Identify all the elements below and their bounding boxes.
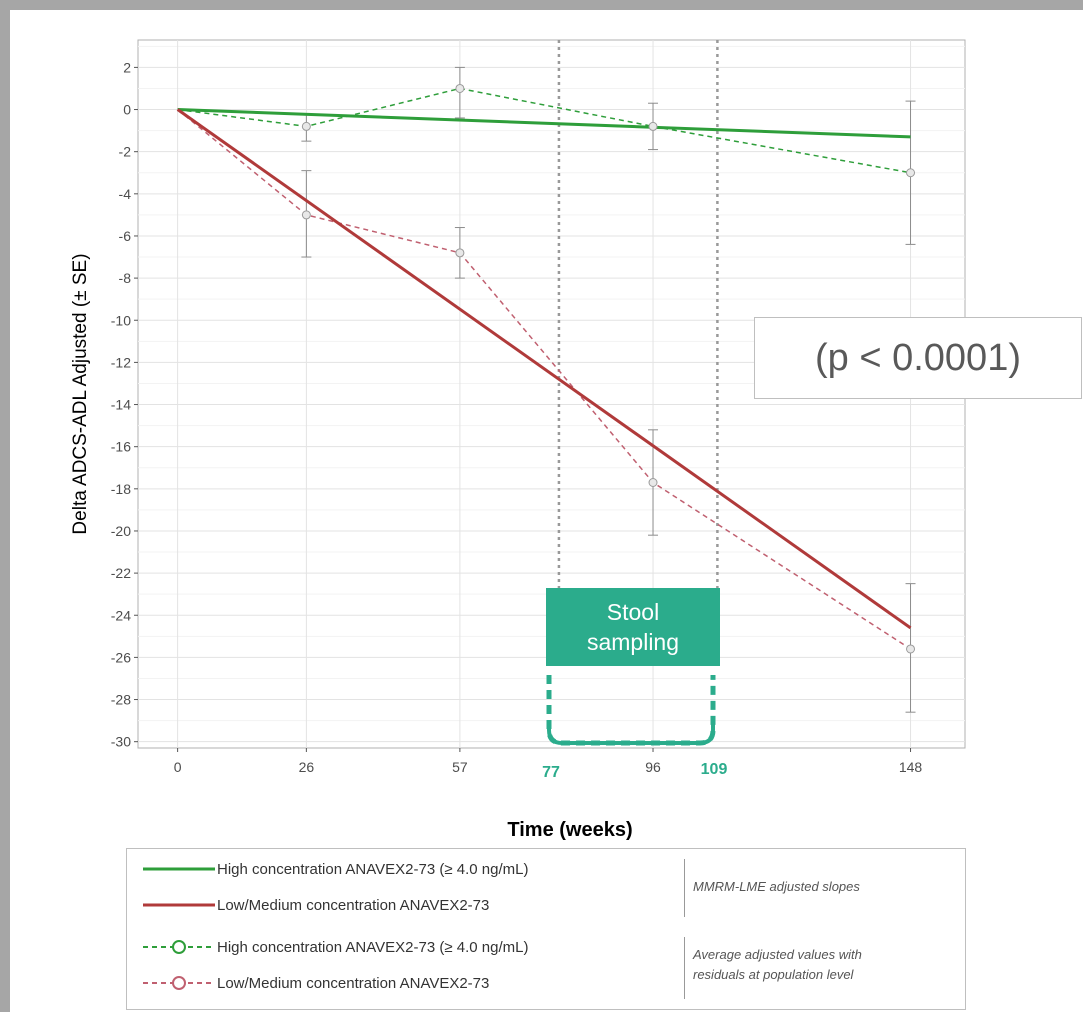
legend-note-average: Average adjusted values with residuals a… [693, 947, 862, 982]
y-tick-label: -30 [111, 734, 131, 750]
y-tick-label: -28 [111, 692, 131, 708]
data-point [648, 478, 658, 487]
data-point [906, 644, 916, 654]
y-tick-label: 2 [123, 59, 131, 75]
p-value-text: (p < 0.0001) [815, 336, 1021, 379]
y-tick-label: -26 [111, 649, 131, 665]
legend-item-high-observed: High concentration ANAVEX2-73 (≥ 4.0 ng/… [127, 933, 528, 961]
stool-sampling-box: Stool sampling [546, 588, 720, 666]
y-tick-label: -24 [111, 607, 131, 623]
y-tick-label: -16 [111, 439, 131, 455]
data-point [301, 210, 311, 220]
data-point [906, 168, 916, 178]
x-tick-label: 57 [452, 759, 468, 775]
y-tick-label: 0 [123, 102, 131, 118]
legend-text: Low/Medium concentration ANAVEX2-73 [217, 896, 490, 914]
figure-frame: 2 0 -2 -4 -6 -8 -10 -12 -14 -16 -18 -20 -22 -24 -26 -28… [10, 10, 1083, 1012]
y-tick-label: -8 [119, 270, 132, 286]
week-77-label: 77 [542, 764, 560, 781]
legend-item-high-slope: High concentration ANAVEX2-73 (≥ 4.0 ng/… [127, 855, 528, 883]
legend-item-low-slope: Low/Medium concentration ANAVEX2-73 [127, 891, 489, 919]
legend-symbol-dashed-green [143, 940, 215, 954]
legend-text: High concentration ANAVEX2-73 (≥ 4.0 ng/… [217, 860, 529, 878]
legend-divider-top [684, 859, 685, 917]
sampling-window-lines [557, 40, 719, 588]
x-axis-label: Time (weeks) [507, 819, 632, 841]
legend-text: Low/Medium concentration ANAVEX2-73 [217, 974, 490, 992]
y-tick-label: -22 [111, 565, 131, 581]
slope-line [176, 108, 912, 630]
sampling-bracket [546, 675, 716, 746]
data-point [455, 248, 465, 258]
x-tick-label: 0 [174, 759, 182, 775]
y-tick-label: -10 [111, 312, 131, 328]
legend-text: High concentration ANAVEX2-73 (≥ 4.0 ng/… [217, 938, 529, 956]
series-layer [176, 66, 916, 713]
axis-labels: 2 0 -2 -4 -6 -8 -10 -12 -14 -16 -18 -20 -22 -24 -26 -28… [111, 59, 923, 775]
legend-divider-bottom [684, 937, 685, 999]
legend-symbol-solid-green [143, 867, 215, 871]
week-109-label: 109 [701, 761, 728, 778]
y-tick-label: -4 [119, 186, 132, 202]
y-tick-label: -2 [119, 144, 132, 160]
p-value-box: (p < 0.0001) [754, 317, 1082, 399]
legend-symbol-dashed-red [143, 976, 215, 990]
y-tick-label: -18 [111, 481, 131, 497]
x-tick-label: 96 [645, 759, 661, 775]
slope-line [177, 108, 911, 139]
legend-item-low-observed: Low/Medium concentration ANAVEX2-73 [127, 969, 489, 997]
data-point [455, 83, 465, 93]
y-tick-label: -20 [111, 523, 131, 539]
data-point [301, 121, 311, 131]
bracket-solid [547, 722, 715, 745]
x-tick-label: 148 [899, 759, 923, 775]
y-tick-label: -14 [111, 397, 131, 413]
stool-sampling-text: Stool sampling [586, 599, 680, 655]
legend-note-slopes: MMRM-LME adjusted slopes [693, 879, 860, 894]
x-tick-label: 26 [299, 759, 315, 775]
legend-symbol-solid-red [143, 903, 215, 907]
legend: High concentration ANAVEX2-73 (≥ 4.0 ng/… [126, 848, 966, 1010]
y-tick-label: -12 [111, 354, 131, 370]
y-tick-label: -6 [119, 228, 132, 244]
data-point [648, 121, 658, 131]
y-axis-label: Delta ADCS-ADL Adjusted (± SE) [70, 253, 91, 534]
